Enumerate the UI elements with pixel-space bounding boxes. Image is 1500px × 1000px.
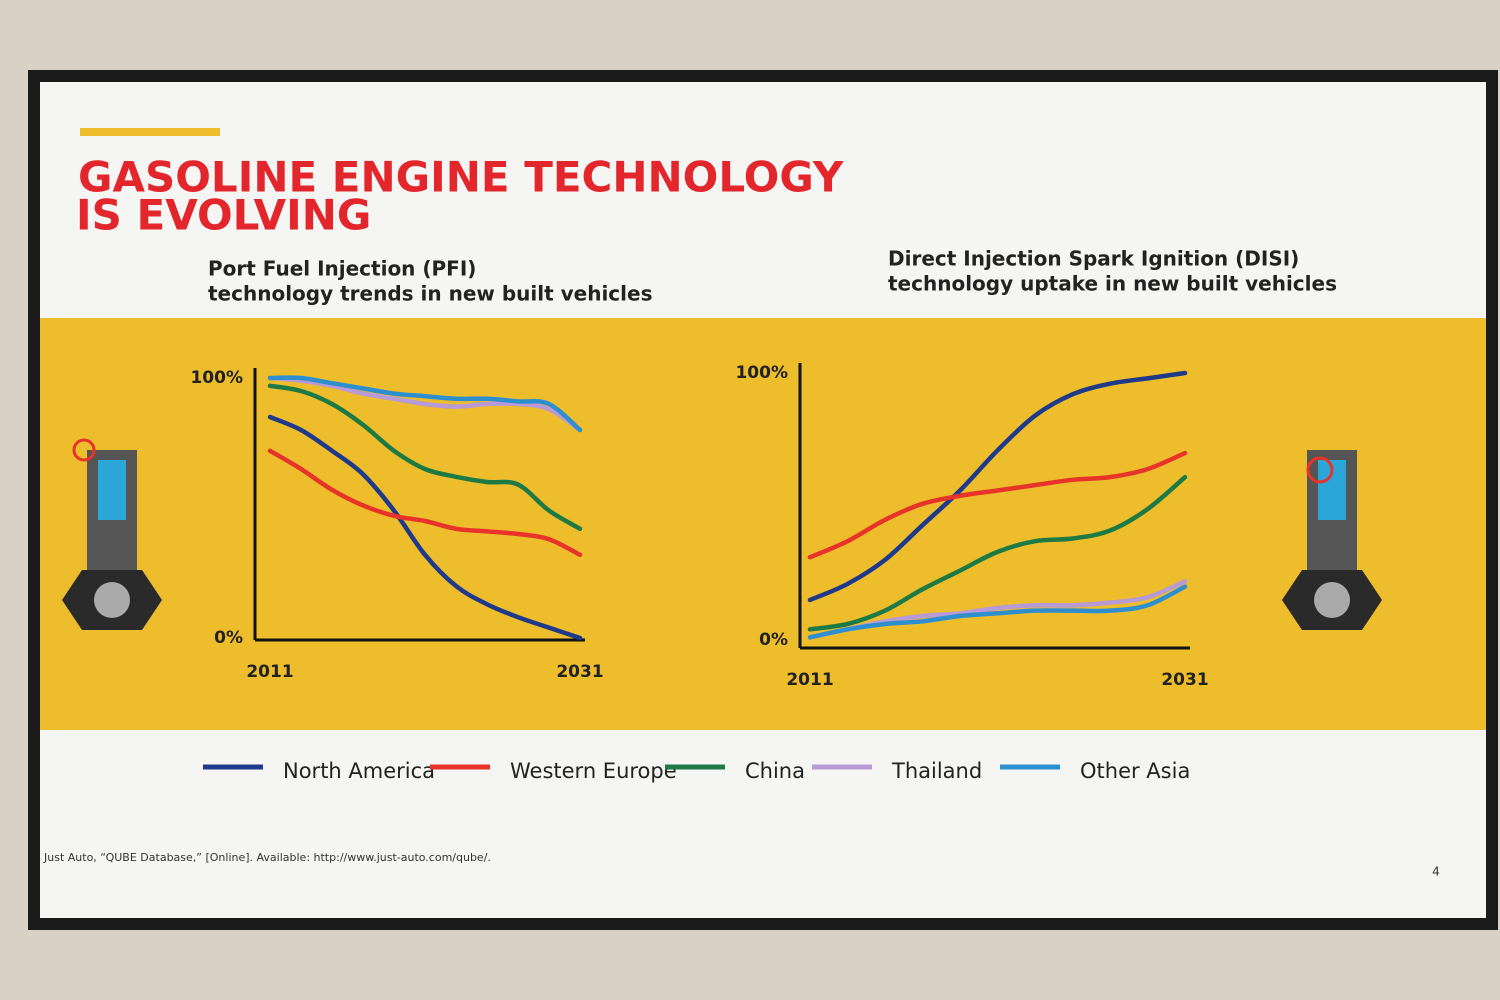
series-line (267, 375, 583, 433)
legend-label: Thailand (891, 759, 982, 783)
legend-label: North America (283, 759, 435, 783)
y-tick-label: 0% (214, 628, 243, 648)
chart-title: technology trends in new built vehicles (208, 282, 652, 306)
x-tick-label: 2011 (246, 662, 293, 682)
chart-title: Port Fuel Injection (PFI) (208, 257, 476, 281)
title-accent (80, 128, 220, 136)
chart-title: technology uptake in new built vehicles (888, 272, 1337, 296)
legend-label: Western Europe (510, 759, 677, 783)
slide-title: GASOLINE ENGINE TECHNOLOGY (78, 153, 844, 202)
series-line (807, 450, 1188, 560)
series-line (807, 370, 1188, 603)
y-tick-label: 0% (759, 630, 788, 650)
series-line (807, 584, 1188, 640)
engine-icon-right (1282, 450, 1382, 630)
page-number: 4 (1432, 865, 1440, 879)
engine-icon-left (62, 438, 162, 630)
series-line (267, 414, 583, 641)
chart-title: Direct Injection Spark Ignition (DISI) (888, 247, 1299, 271)
series-line (807, 474, 1188, 632)
legend-label: China (745, 759, 805, 783)
slide-title: IS EVOLVING (76, 191, 371, 240)
legend-label: Other Asia (1080, 759, 1190, 783)
series-line (267, 375, 583, 433)
x-tick-label: 2031 (1161, 670, 1208, 690)
y-tick-label: 100% (735, 363, 788, 383)
source-note: Just Auto, “QUBE Database,” [Online]. Av… (43, 851, 491, 864)
series-line (267, 383, 583, 532)
x-tick-label: 2011 (786, 670, 833, 690)
series-line (267, 448, 583, 558)
x-tick-label: 2031 (556, 662, 603, 682)
y-tick-label: 100% (190, 368, 243, 388)
